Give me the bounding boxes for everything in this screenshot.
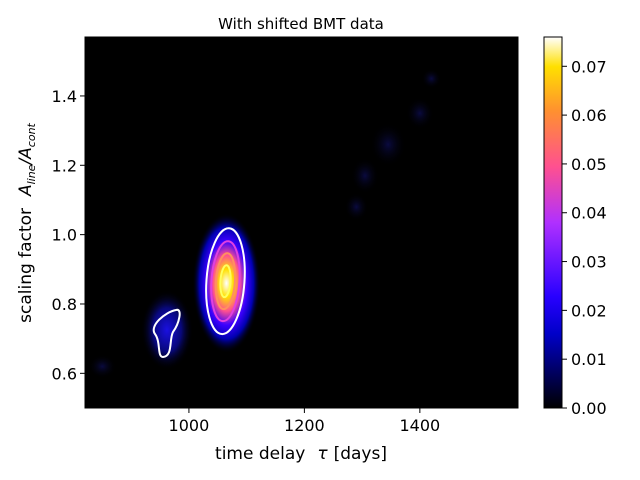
contour-secondary: [152, 308, 181, 358]
contour-lines: [152, 227, 246, 358]
colorbar-tick-label: 0.07: [571, 57, 607, 76]
faint-blob: [370, 122, 407, 167]
x-axis-ticks: 1000 1200 1400: [169, 408, 440, 435]
y-label-slash: /A: [16, 147, 36, 166]
x-label-unit: [days]: [334, 444, 387, 464]
colorbar-tick-label: 0.00: [571, 399, 607, 418]
x-tick-label: 1400: [399, 416, 440, 435]
y-label-main: scaling factor: [16, 208, 36, 323]
colorbar: [543, 36, 563, 409]
faint-blob: [405, 97, 434, 130]
y-label-A: A: [16, 184, 36, 197]
colorbar-ticks: 0.00 0.01 0.02 0.03 0.04 0.05 0.06 0.07: [562, 57, 607, 418]
colorbar-tick-label: 0.06: [571, 106, 607, 125]
chart-title: With shifted BMT data: [218, 15, 384, 33]
x-label-symbol: τ: [317, 444, 328, 464]
x-axis-label: time delay τ [days]: [215, 444, 387, 464]
heatmap-layer: [88, 68, 442, 379]
faint-blob: [88, 354, 117, 379]
contour-level-2: [210, 240, 241, 323]
y-label-sub2: cont: [25, 122, 38, 147]
faint-blob: [344, 192, 369, 221]
x-tick-label: 1200: [284, 416, 325, 435]
y-tick-label: 1.4: [52, 87, 77, 106]
y-axis-ticks: 0.6 0.8 1.0 1.2 1.4: [52, 87, 85, 383]
secondary-peak-glow: [140, 289, 193, 370]
colorbar-tick-label: 0.05: [571, 155, 607, 174]
colorbar-tick-label: 0.01: [571, 350, 607, 369]
plot-frame: [84, 36, 519, 409]
y-axis-label: scaling factor Aline/Acont: [16, 122, 38, 322]
x-label-main: time delay: [215, 444, 305, 464]
faint-ridge: [88, 68, 442, 379]
x-tick-label: 1000: [169, 416, 210, 435]
y-label-sub1: line: [25, 164, 38, 184]
y-tick-label: 1.0: [52, 226, 77, 245]
contour-level-4: [219, 264, 232, 299]
contour-level-1: [205, 227, 246, 336]
y-tick-label: 0.6: [52, 364, 77, 383]
faint-blob: [421, 68, 442, 89]
colorbar-tick-label: 0.02: [571, 301, 607, 320]
y-tick-label: 0.8: [52, 295, 77, 314]
y-tick-label: 1.2: [52, 156, 77, 175]
contour-level-3: [214, 252, 237, 311]
faint-blob: [351, 157, 380, 194]
colorbar-tick-label: 0.03: [571, 253, 607, 272]
colorbar-tick-label: 0.04: [571, 204, 607, 223]
